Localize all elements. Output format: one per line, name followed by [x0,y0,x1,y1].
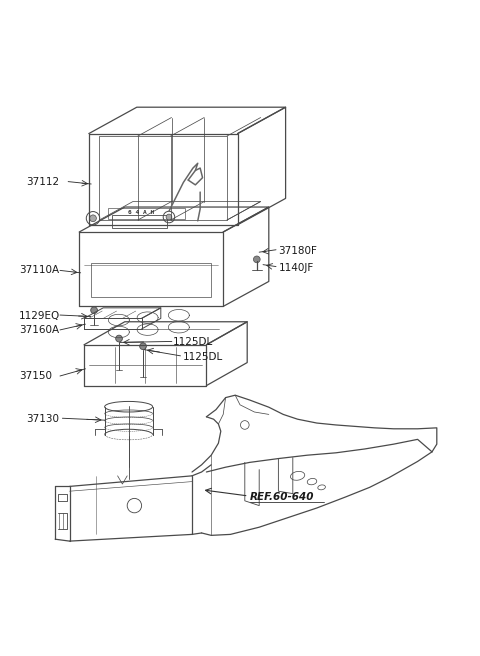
Text: 6 4 A H: 6 4 A H [128,211,154,215]
Text: 37130: 37130 [26,414,60,424]
Text: 1125DL: 1125DL [173,337,213,348]
Circle shape [166,214,172,220]
Text: REF.60-640: REF.60-640 [250,492,314,502]
Text: 1140JF: 1140JF [278,263,313,273]
Text: 37112: 37112 [26,176,60,186]
Text: 1129EQ: 1129EQ [19,311,60,321]
Text: 1125DL: 1125DL [182,352,223,362]
Circle shape [253,256,260,262]
Bar [112,215,168,228]
Text: 37150: 37150 [19,371,52,381]
Text: 37180F: 37180F [278,246,317,256]
Bar [108,209,185,219]
Circle shape [140,343,146,350]
Circle shape [116,335,122,342]
Text: 37160A: 37160A [19,325,60,335]
Circle shape [90,215,96,222]
Text: 37110A: 37110A [19,266,60,276]
Bar [91,263,211,297]
Circle shape [91,307,97,314]
